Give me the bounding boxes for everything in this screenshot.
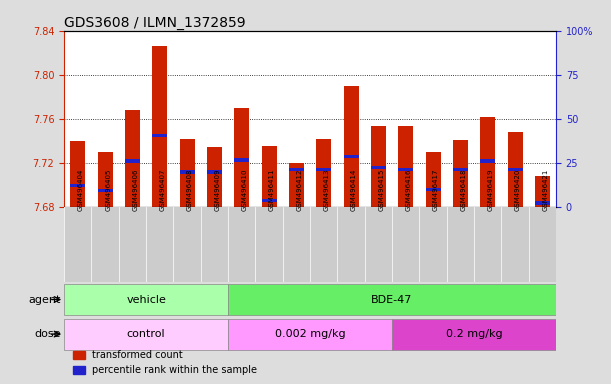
Text: GSM496409: GSM496409 — [214, 169, 221, 211]
Bar — [480, 117, 495, 207]
Bar — [371, 126, 386, 207]
Text: GSM496410: GSM496410 — [242, 169, 248, 211]
Bar — [289, 163, 304, 207]
Bar — [64, 284, 228, 315]
Text: agent: agent — [29, 295, 61, 305]
Text: GSM496404: GSM496404 — [78, 169, 84, 211]
Bar — [316, 168, 331, 172]
Bar — [180, 139, 195, 207]
Bar — [316, 139, 331, 207]
Text: GSM496412: GSM496412 — [296, 169, 302, 211]
Text: GSM496421: GSM496421 — [543, 169, 548, 211]
Bar — [343, 86, 359, 207]
Bar — [262, 146, 277, 207]
Text: GSM496407: GSM496407 — [160, 169, 166, 211]
Bar — [425, 152, 441, 207]
Legend: transformed count, percentile rank within the sample: transformed count, percentile rank withi… — [69, 346, 262, 379]
Bar — [398, 168, 413, 172]
Text: vehicle: vehicle — [126, 295, 166, 305]
Bar — [152, 134, 167, 137]
Text: dose: dose — [35, 329, 61, 339]
Text: 0.2 mg/kg: 0.2 mg/kg — [445, 329, 502, 339]
Bar — [535, 177, 550, 207]
Bar — [343, 155, 359, 158]
Bar — [180, 170, 195, 174]
Text: GSM496416: GSM496416 — [406, 169, 412, 211]
Bar — [125, 159, 140, 163]
Bar — [262, 199, 277, 202]
Text: GSM496411: GSM496411 — [269, 169, 275, 211]
Bar — [392, 319, 556, 349]
Text: GSM496420: GSM496420 — [515, 169, 521, 211]
Text: BDE-47: BDE-47 — [371, 295, 413, 305]
Bar — [64, 319, 228, 349]
Bar — [508, 168, 522, 172]
Bar — [207, 147, 222, 207]
Text: GSM496405: GSM496405 — [105, 169, 111, 211]
Text: GSM496408: GSM496408 — [187, 169, 193, 211]
Bar — [70, 141, 86, 207]
Text: GSM496406: GSM496406 — [133, 169, 139, 211]
Bar — [508, 132, 522, 207]
Bar — [228, 319, 392, 349]
Bar — [371, 166, 386, 169]
Text: GSM496419: GSM496419 — [488, 169, 494, 211]
Bar — [228, 284, 556, 315]
Bar — [398, 126, 413, 207]
Bar — [480, 159, 495, 163]
Bar — [535, 201, 550, 205]
Bar — [152, 46, 167, 207]
Bar — [453, 140, 468, 207]
Bar — [425, 188, 441, 191]
Bar — [234, 158, 249, 162]
Bar — [289, 168, 304, 172]
Bar — [98, 152, 112, 207]
Text: 0.002 mg/kg: 0.002 mg/kg — [275, 329, 345, 339]
Bar — [125, 110, 140, 207]
Bar — [207, 170, 222, 174]
Bar — [453, 168, 468, 172]
Text: GDS3608 / ILMN_1372859: GDS3608 / ILMN_1372859 — [64, 16, 246, 30]
Bar — [98, 189, 112, 192]
Text: control: control — [127, 329, 166, 339]
Text: GSM496413: GSM496413 — [324, 169, 330, 211]
Text: GSM496418: GSM496418 — [460, 169, 466, 211]
Bar — [70, 184, 86, 187]
Text: GSM496414: GSM496414 — [351, 169, 357, 211]
Text: GSM496417: GSM496417 — [433, 169, 439, 211]
Bar — [234, 108, 249, 207]
Text: GSM496415: GSM496415 — [378, 169, 384, 211]
